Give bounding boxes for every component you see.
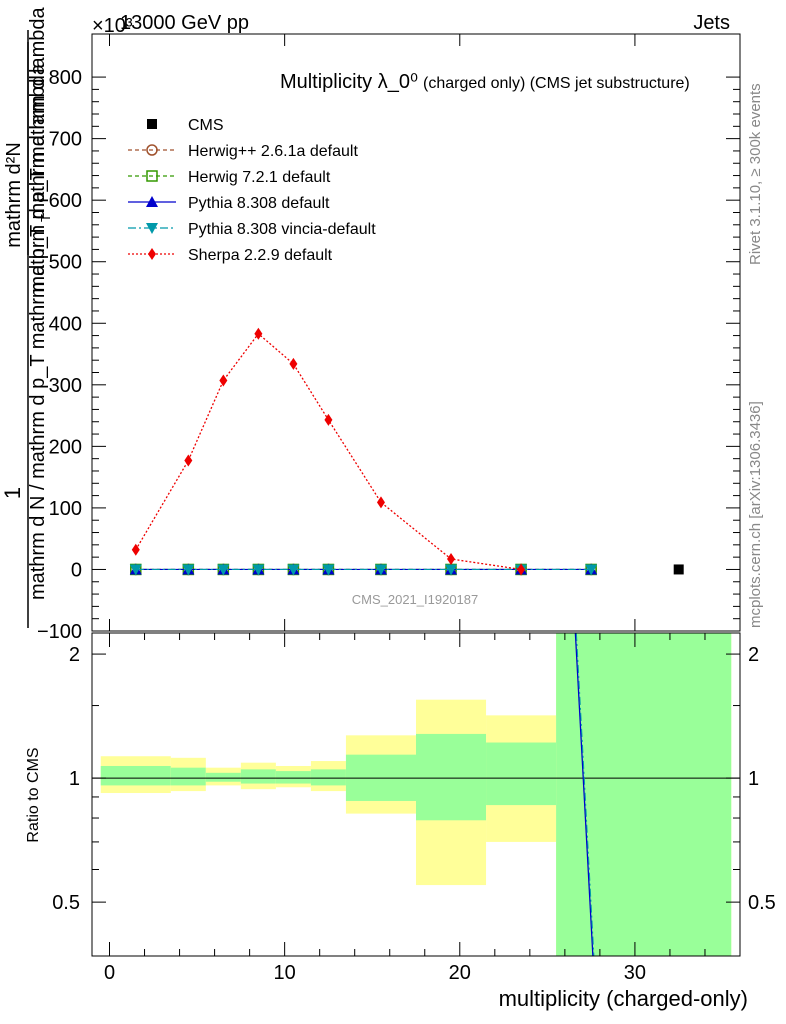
ratio-vincia-line [575,632,595,957]
series-4-point [374,564,387,576]
cms-data-point [673,564,684,575]
main-ytick-label: 100 [49,498,82,520]
analysis-watermark: CMS_2021_I1920187 [352,592,479,607]
xtick-label: 10 [274,962,296,984]
series-4-point [129,564,142,576]
legend: CMS Herwig++ 2.6.1a default Herwig 7.2.1 d… [128,117,376,264]
main-plot-panel: Multiplicity λ_0⁰ (charged only) (CMS je… [37,33,741,643]
legend-marker [146,196,158,207]
sherpa-point [131,543,140,556]
legend-label: Pythia 8.308 vincia-default [188,221,376,238]
main-y-label: 1 mathrm d N / mathrm d p_T mathrm d p_T… [0,6,53,628]
sherpa-line [135,332,522,571]
ratio-pythia-line [574,632,594,957]
ratio-ytick-label: 0.5 [52,892,80,914]
main-ytick-label: 700 [49,129,82,151]
ratio-ytick-label-right: 1 [748,768,759,790]
ratio-ytick-label-right: 2 [748,644,759,666]
y-label-subscript: T [38,214,53,222]
ratio-band-green [170,767,206,786]
legend-marker [146,144,158,156]
legend-marker [146,223,158,234]
y-label-dn: mathrm d²N [3,142,25,248]
ratio-band-green [100,765,171,786]
legend-marker [146,170,158,182]
sherpa-point [184,454,193,467]
legend-label: Sherpa 2.2.9 default [188,247,333,264]
ratio-band-green [310,769,346,786]
ratio-band-green [556,633,732,956]
main-ytick-label: 800 [49,67,82,89]
y-label-one: 1 [0,487,25,499]
ratio-band-green [486,742,557,806]
ratio-band-green [205,772,241,782]
series-4-point [445,564,458,576]
series-4-point [182,564,195,576]
ratio-band-green [416,733,487,821]
legend-label: Herwig 7.2.1 default [188,169,331,186]
series-4-point [217,564,230,576]
main-ytick-label: 400 [49,313,82,335]
legend-label: Herwig++ 2.6.1a default [188,143,358,160]
xtick-label: 20 [449,962,471,984]
sherpa-point [376,496,385,509]
sherpa-point [289,357,298,370]
series-4-point [322,564,335,576]
sherpa-point [254,327,263,340]
ratio-y-label: Ratio to CMS [25,747,42,842]
ratio-ticks: 0.5 0.51 12 20 10 20 30 [52,633,776,984]
ratio-frame [91,632,741,957]
ratio-band-green [240,769,276,784]
ratio-ytick-label: 2 [69,644,80,666]
xtick-label: 0 [104,962,115,984]
axis-exponent: ×10³ [92,15,133,37]
main-ytick-label: −100 [37,621,82,643]
header-left: 13000 GeV pp [120,12,249,34]
sherpa-point [219,374,228,387]
xtick-label: 30 [624,962,646,984]
mcplots-note: mcplots.cern.ch [arXiv:1306.3436] [747,401,764,628]
rivet-note: Rivet 3.1.10, ≥ 300k events [747,83,764,265]
ratio-ytick-label: 1 [69,768,80,790]
legend-label: Pythia 8.308 default [188,195,330,212]
legend-marker [147,119,157,129]
main-y-ticks: −100 0 100 200 300 400 500 600 700 800 [37,34,740,643]
y-label-dpt: mathrm d p_T mathrm d lambda [27,6,49,292]
header-right: Jets [693,12,730,34]
main-ytick-label: 300 [49,375,82,397]
sherpa-point [517,563,526,576]
series-4-point [585,564,598,576]
ratio-bands [92,632,740,957]
legend-marker [148,248,156,260]
y-label-denominator: mathrm d N / mathrm d p_T mathrm d p_T m… [27,63,49,600]
ratio-band-green [275,771,311,784]
sherpa-point [324,413,333,426]
main-ytick-label: 600 [49,190,82,212]
ratio-ytick-label-right: 0.5 [748,892,776,914]
series-4-point [287,564,300,576]
main-ytick-label: 500 [49,252,82,274]
main-title-suffix: (charged only) (CMS jet substructure) [423,75,690,92]
legend-label: CMS [188,117,224,134]
main-ytick-label: 0 [71,559,82,581]
x-axis-label: multiplicity (charged-only) [499,986,748,1011]
sherpa-point [447,552,456,565]
main-title: Multiplicity λ_0⁰ [280,71,418,93]
main-ytick-label: 200 [49,436,82,458]
series-4-point [252,564,265,576]
ratio-plot-panel: 0.5 0.51 12 20 10 20 30 Ratio to CMS multiplic… [25,632,776,1011]
main-series [129,327,684,576]
